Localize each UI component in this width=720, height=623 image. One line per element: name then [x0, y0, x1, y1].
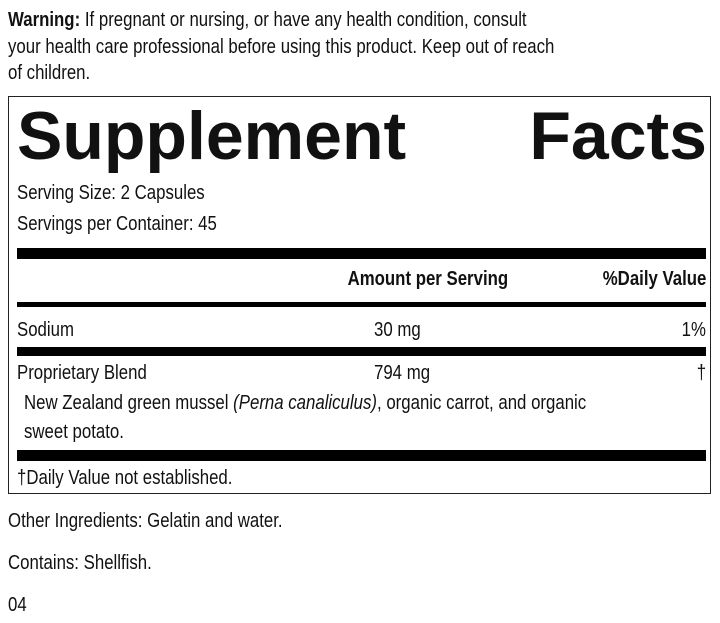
row-blend-amount: 794 mg	[374, 362, 431, 384]
title-word-2: Facts	[529, 98, 707, 174]
divider-thick	[17, 248, 706, 259]
servings-per-container: Servings per Container: 45	[17, 213, 217, 235]
row-sodium-name: Sodium	[17, 319, 74, 341]
blend-ingredients-line-1: New Zealand green mussel (Perna canalicu…	[24, 391, 586, 415]
blend-latin-name: (Perna canaliculus)	[233, 392, 377, 414]
divider	[17, 347, 706, 356]
facts-panel	[8, 96, 711, 494]
warning-line-2: your health care professional before usi…	[8, 36, 555, 58]
divider-medium	[17, 302, 706, 307]
warning-text: If pregnant or nursing, or have any heal…	[84, 9, 527, 31]
serving-size: Serving Size: 2 Capsules	[17, 182, 205, 204]
title-word-1: Supplement	[17, 98, 407, 174]
warning-line-3: of children.	[8, 62, 91, 84]
row-blend-name: Proprietary Blend	[17, 362, 147, 384]
footnote: †Daily Value not established.	[17, 467, 233, 489]
row-sodium-dv: 1%	[681, 319, 706, 341]
divider-thick	[17, 450, 706, 461]
allergen-contains: Contains: Shellfish.	[8, 552, 152, 574]
row-blend-dv: †	[696, 362, 706, 384]
blend-text: , organic carrot, and organic	[376, 392, 587, 414]
facts-title: Supplement Facts	[17, 96, 707, 176]
warning-line-1: Warning: If pregnant or nursing, or have…	[8, 8, 527, 32]
blend-text: New Zealand green mussel	[24, 392, 234, 414]
label-code: 04	[8, 594, 27, 616]
row-sodium-amount: 30 mg	[374, 319, 421, 341]
header-amount: Amount per Serving	[347, 268, 508, 290]
other-ingredients: Other Ingredients: Gelatin and water.	[8, 510, 283, 532]
warning-label: Warning:	[8, 9, 81, 31]
blend-ingredients-line-2: sweet potato.	[24, 421, 124, 443]
header-daily-value: %Daily Value	[602, 268, 706, 290]
